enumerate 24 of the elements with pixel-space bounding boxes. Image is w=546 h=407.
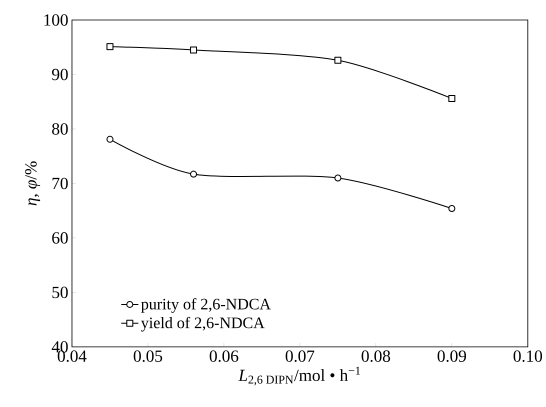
x-tick-label: 0.06 — [210, 350, 238, 362]
y-axis-title: η, φ/% — [25, 161, 40, 206]
point — [106, 136, 114, 143]
y-tick-label: 90 — [52, 68, 68, 80]
x-tick-label: 0.10 — [514, 350, 542, 362]
legend-label: yield of 2,6-NDCA — [141, 316, 265, 332]
y-tick-label: 60 — [52, 232, 68, 244]
point — [448, 205, 456, 212]
x-tick-label: 0.08 — [362, 350, 390, 362]
legend-label: purity of 2,6-NDCA — [141, 298, 271, 313]
x-tick-label: 0.09 — [438, 350, 466, 362]
point — [448, 95, 456, 102]
y-tick-label: 100 — [44, 14, 68, 26]
point — [106, 43, 114, 50]
x-tick-label: 0.05 — [134, 350, 162, 362]
point — [190, 170, 198, 178]
y-tick-label: 50 — [52, 286, 68, 298]
y-tick-label: 70 — [52, 178, 68, 190]
x-axis-title: L$_{2,6 DIPN}$/mol • h$^{−1}$ — [238, 366, 360, 386]
x-tick-label: 0.07 — [286, 350, 314, 362]
point — [190, 46, 198, 54]
y-tick-label: 80 — [52, 123, 68, 135]
point — [334, 56, 342, 64]
point — [334, 174, 342, 182]
